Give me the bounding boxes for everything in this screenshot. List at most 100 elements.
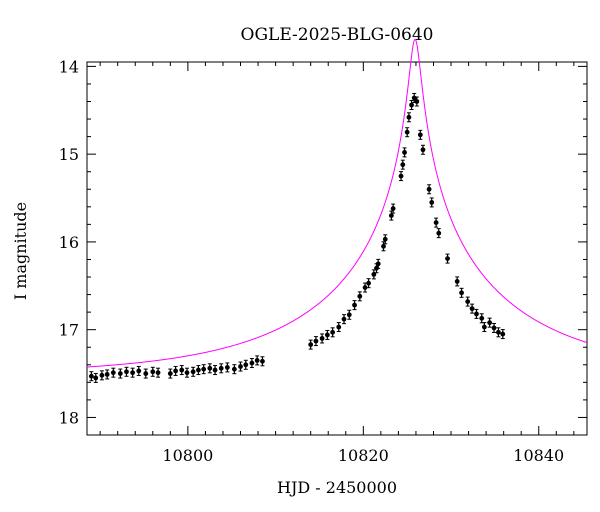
data-point <box>238 361 243 372</box>
data-point <box>218 363 224 374</box>
point-marker <box>330 329 336 335</box>
point-marker <box>417 132 423 138</box>
data-point <box>406 112 412 123</box>
data-point <box>417 129 423 140</box>
data-point <box>398 171 404 182</box>
point-marker <box>184 370 190 376</box>
point-marker <box>500 331 506 337</box>
point-marker <box>491 325 497 331</box>
data-point <box>414 96 420 107</box>
point-marker <box>381 243 386 249</box>
data-point <box>390 203 396 214</box>
data-point <box>465 296 471 307</box>
point-marker <box>167 371 173 376</box>
data-point <box>445 253 450 264</box>
point-marker <box>308 342 314 348</box>
point-marker <box>231 366 237 372</box>
x-axis-label: HJD - 2450000 <box>277 478 397 497</box>
data-point <box>155 367 161 378</box>
point-marker <box>426 186 432 192</box>
point-marker <box>179 367 185 373</box>
data-point <box>190 366 196 377</box>
point-marker <box>382 236 388 242</box>
data-point <box>99 370 105 381</box>
data-point <box>362 282 368 293</box>
data-point <box>500 329 506 340</box>
point-marker <box>404 129 410 135</box>
point-marker <box>124 369 129 375</box>
data-point <box>496 327 501 338</box>
point-marker <box>201 366 207 372</box>
data-point <box>110 367 116 378</box>
point-marker <box>487 320 493 326</box>
point-marker <box>196 367 201 373</box>
data-point <box>130 367 136 378</box>
data-point <box>212 365 218 376</box>
point-marker <box>155 370 161 376</box>
data-point <box>319 333 325 344</box>
data-point <box>474 308 479 319</box>
axis-ticks <box>87 62 587 436</box>
y-tick-label: 17 <box>59 321 79 340</box>
data-point <box>420 144 426 155</box>
data-point <box>93 372 99 383</box>
point-marker <box>352 302 357 308</box>
data-point <box>454 276 460 287</box>
data-point <box>88 371 94 382</box>
point-marker <box>375 261 381 267</box>
data-point <box>469 303 475 314</box>
data-point <box>124 366 129 377</box>
data-point <box>308 339 314 350</box>
data-point <box>400 159 406 170</box>
point-marker <box>429 200 435 205</box>
point-marker <box>454 279 460 284</box>
data-point <box>117 368 123 379</box>
data-point <box>207 363 213 374</box>
point-marker <box>479 315 485 321</box>
data-point <box>481 322 487 333</box>
point-marker <box>341 316 347 322</box>
data-point <box>173 365 178 376</box>
data-point <box>254 355 260 366</box>
y-tick-label: 16 <box>59 233 79 252</box>
point-marker <box>406 114 412 120</box>
point-marker <box>254 358 260 363</box>
data-point <box>136 365 142 376</box>
data-point <box>491 322 497 333</box>
data-point <box>150 366 156 377</box>
x-tick-label: 10800 <box>162 446 213 465</box>
data-point <box>143 368 149 379</box>
data-point <box>371 269 377 280</box>
point-marker <box>414 99 420 104</box>
plot-frame <box>86 61 588 436</box>
point-marker <box>224 365 230 370</box>
point-marker <box>445 256 450 261</box>
point-marker <box>260 358 265 364</box>
data-point <box>352 300 357 311</box>
y-tick-label: 14 <box>59 57 79 76</box>
point-marker <box>346 312 352 318</box>
data-point <box>104 369 110 380</box>
data-point <box>404 127 410 138</box>
axis-tick-labels: 10800 10820 10840 14 15 16 17 18 <box>59 57 565 465</box>
data-point <box>341 314 347 325</box>
data-point <box>346 309 352 320</box>
data-point <box>243 359 249 370</box>
y-tick-label: 15 <box>59 145 79 164</box>
point-marker <box>465 299 471 304</box>
data-point <box>357 291 363 302</box>
data-point <box>402 147 407 158</box>
point-marker <box>143 371 149 376</box>
data-point <box>375 258 381 269</box>
point-marker <box>366 280 371 286</box>
point-marker <box>238 364 243 369</box>
point-marker <box>388 213 394 218</box>
point-marker <box>324 332 330 338</box>
x-tick-label: 10820 <box>338 446 389 465</box>
point-marker <box>249 360 255 366</box>
data-point <box>330 327 336 338</box>
data-point <box>426 184 432 195</box>
point-marker <box>319 336 325 341</box>
point-marker <box>93 375 99 381</box>
